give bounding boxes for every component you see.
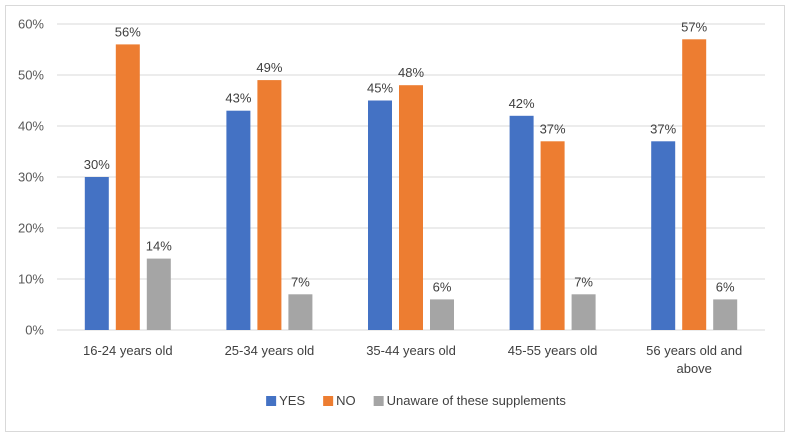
data-label: 43%: [225, 91, 251, 106]
legend-label: YES: [279, 393, 305, 408]
data-label: 57%: [681, 19, 707, 34]
data-label: 14%: [146, 239, 172, 254]
legend-swatch: [323, 396, 334, 406]
x-tick-label: 25-34 years old: [225, 343, 315, 358]
bar-yes: [368, 100, 392, 330]
data-label: 37%: [540, 121, 566, 136]
bar-yes: [226, 110, 251, 330]
bar-no: [115, 44, 140, 331]
y-tick-label: 0%: [25, 323, 44, 338]
data-label: 7%: [291, 274, 310, 289]
bar-no: [682, 39, 707, 331]
bar-no: [257, 80, 282, 330]
y-tick-label: 20%: [18, 221, 44, 236]
data-label: 56%: [115, 24, 141, 39]
data-label: 42%: [509, 96, 535, 111]
legend-label: Unaware of these supplements: [387, 393, 567, 408]
bar-unaware: [288, 294, 313, 330]
y-tick-label: 40%: [18, 119, 44, 134]
x-tick-label: 56 years old and: [646, 343, 742, 358]
y-tick-label: 60%: [18, 17, 44, 32]
bar-unaware: [430, 299, 454, 330]
y-tick-label: 10%: [18, 272, 44, 287]
x-tick-label: 45-55 years old: [508, 343, 598, 358]
bar-yes: [651, 141, 676, 330]
x-tick-label: 16-24 years old: [83, 343, 173, 358]
data-label: 6%: [433, 279, 452, 294]
data-label: 48%: [398, 65, 424, 80]
data-label: 37%: [650, 121, 676, 136]
data-label: 6%: [716, 279, 735, 294]
data-label: 30%: [84, 157, 110, 172]
legend-label: NO: [336, 393, 356, 408]
bar-unaware: [713, 299, 738, 330]
bar-no: [399, 85, 423, 330]
bar-yes: [84, 177, 109, 330]
bar-unaware: [146, 258, 171, 330]
x-tick-label: 35-44 years old: [366, 343, 456, 358]
y-tick-label: 30%: [18, 170, 44, 185]
data-label: 45%: [367, 81, 393, 96]
data-label: 7%: [574, 274, 593, 289]
bar-yes: [509, 115, 534, 330]
y-tick-label: 50%: [18, 68, 44, 83]
bar-unaware: [571, 294, 596, 330]
legend-swatch: [266, 396, 277, 406]
data-label: 49%: [256, 60, 282, 75]
bar-no: [540, 141, 565, 330]
legend-swatch: [373, 396, 384, 406]
x-tick-label: above: [676, 361, 711, 376]
